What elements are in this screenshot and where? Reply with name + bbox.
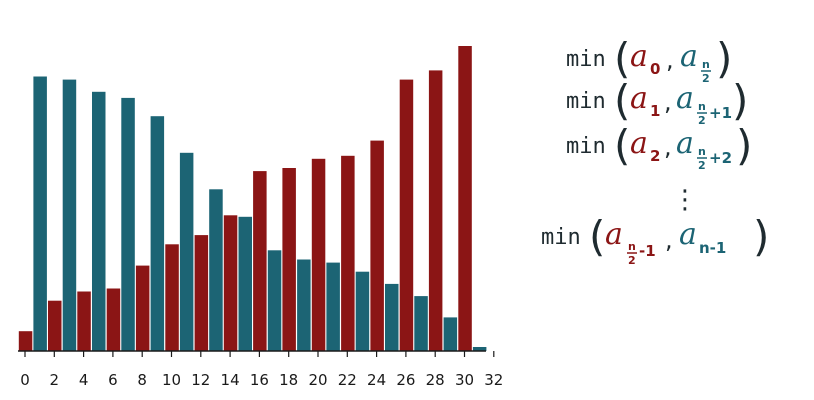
subscript-tail: -1 bbox=[639, 242, 656, 260]
min-fn: min bbox=[566, 89, 606, 114]
bar-teal-1 bbox=[33, 76, 47, 351]
bar-red-0 bbox=[18, 331, 33, 351]
var-b: a bbox=[680, 39, 698, 74]
var-a: a bbox=[630, 126, 648, 161]
x-tick-label: 20 bbox=[308, 371, 327, 389]
bar-red-18 bbox=[282, 168, 296, 351]
bar-red-20 bbox=[311, 158, 326, 351]
x-tick-label: 16 bbox=[250, 371, 269, 389]
bar-red-10 bbox=[165, 244, 179, 352]
bar-red-22 bbox=[341, 155, 355, 351]
open-paren: ( bbox=[614, 34, 630, 83]
vertical-ellipsis: ⋮ bbox=[672, 185, 698, 215]
bar-teal-5 bbox=[92, 91, 106, 352]
x-tick-label: 30 bbox=[455, 371, 474, 389]
bar-teal-31 bbox=[472, 347, 487, 351]
x-ticks: 0 2 4 6 8 10 12 14 16 18 20 22 24 26 28 30 32 bbox=[20, 351, 503, 389]
open-paren: ( bbox=[614, 76, 630, 125]
frac-num: n bbox=[698, 145, 706, 158]
formula-row-0: min ( a 0 , a n 2 ) bbox=[566, 34, 732, 85]
comma: , bbox=[664, 88, 672, 116]
x-tick-label: 10 bbox=[162, 371, 181, 389]
subscript: 1 bbox=[650, 102, 660, 120]
frac-den: 2 bbox=[698, 159, 706, 172]
bar-teal-25 bbox=[385, 283, 399, 351]
x-tick-label: 12 bbox=[191, 371, 210, 389]
frac-den: 2 bbox=[698, 114, 706, 127]
bar-teal-7 bbox=[121, 97, 135, 352]
x-tick-label: 18 bbox=[279, 371, 298, 389]
bar-red-2 bbox=[48, 300, 62, 351]
min-fn: min bbox=[566, 134, 606, 159]
x-tick-label: 28 bbox=[426, 371, 445, 389]
comma: , bbox=[666, 46, 674, 74]
close-paren: ) bbox=[736, 121, 752, 170]
x-tick-label: 8 bbox=[137, 371, 147, 389]
bar-teal-29 bbox=[443, 317, 458, 351]
x-tick-label: 6 bbox=[108, 371, 118, 389]
formula-block: min ( a 0 , a n 2 ) min ( a 1 , a n 2 +1… bbox=[541, 34, 769, 267]
frac-den: 2 bbox=[702, 72, 710, 85]
var-a: a bbox=[630, 81, 648, 116]
var-b: a bbox=[679, 217, 697, 252]
x-tick-label: 32 bbox=[484, 371, 503, 389]
x-tick-label: 2 bbox=[50, 371, 60, 389]
formula-row-1: min ( a 1 , a n 2 +1 ) bbox=[566, 76, 748, 127]
bar-teal-19 bbox=[297, 259, 311, 351]
close-paren: ) bbox=[732, 76, 748, 125]
subscript-tail: +1 bbox=[709, 104, 732, 122]
bar-teal-11 bbox=[179, 152, 194, 352]
min-fn: min bbox=[566, 47, 606, 72]
subscript: n-1 bbox=[699, 239, 726, 257]
x-tick-label: 0 bbox=[20, 371, 30, 389]
bar-teal-9 bbox=[150, 116, 165, 351]
bar-teal-23 bbox=[355, 271, 370, 351]
bar-teal-17 bbox=[267, 250, 282, 351]
bar-teal-15 bbox=[238, 216, 252, 351]
subscript: 0 bbox=[650, 60, 660, 78]
bar-red-4 bbox=[77, 291, 91, 351]
close-paren: ) bbox=[716, 34, 732, 83]
var-a: a bbox=[605, 217, 623, 252]
bar-red-24 bbox=[370, 140, 384, 351]
comma: , bbox=[664, 133, 672, 161]
var-b: a bbox=[676, 81, 694, 116]
bar-teal-13 bbox=[209, 189, 223, 351]
bar-teal-3 bbox=[62, 79, 77, 351]
bar-red-8 bbox=[135, 265, 150, 351]
x-tick-label: 14 bbox=[221, 371, 240, 389]
bars-group bbox=[18, 46, 487, 352]
formula-row-last: min ( a n 2 -1 , a n-1 ) bbox=[541, 212, 769, 267]
frac-den: 2 bbox=[628, 254, 636, 267]
close-paren: ) bbox=[753, 212, 769, 261]
x-tick-label: 4 bbox=[79, 371, 89, 389]
frac-num: n bbox=[702, 58, 710, 71]
bar-red-16 bbox=[253, 171, 267, 351]
x-tick-label: 22 bbox=[338, 371, 357, 389]
comma: , bbox=[665, 226, 673, 254]
subscript: 2 bbox=[650, 147, 660, 165]
bar-red-30 bbox=[458, 46, 472, 351]
bar-red-26 bbox=[399, 79, 414, 351]
bar-red-6 bbox=[106, 288, 121, 351]
var-a: a bbox=[630, 39, 648, 74]
var-b: a bbox=[676, 126, 694, 161]
frac-num: n bbox=[628, 240, 636, 253]
subscript-tail: +2 bbox=[709, 149, 732, 167]
open-paren: ( bbox=[614, 121, 630, 170]
bar-red-28 bbox=[428, 70, 443, 352]
frac-num: n bbox=[698, 100, 706, 113]
bar-red-12 bbox=[194, 235, 209, 351]
open-paren: ( bbox=[589, 212, 605, 261]
formula-row-2: min ( a 2 , a n 2 +2 ) bbox=[566, 121, 752, 172]
x-tick-label: 24 bbox=[367, 371, 386, 389]
bar-red-14 bbox=[223, 215, 238, 351]
x-tick-label: 26 bbox=[396, 371, 415, 389]
min-fn: min bbox=[541, 225, 581, 250]
bar-teal-21 bbox=[326, 262, 340, 351]
bar-teal-27 bbox=[414, 296, 428, 351]
